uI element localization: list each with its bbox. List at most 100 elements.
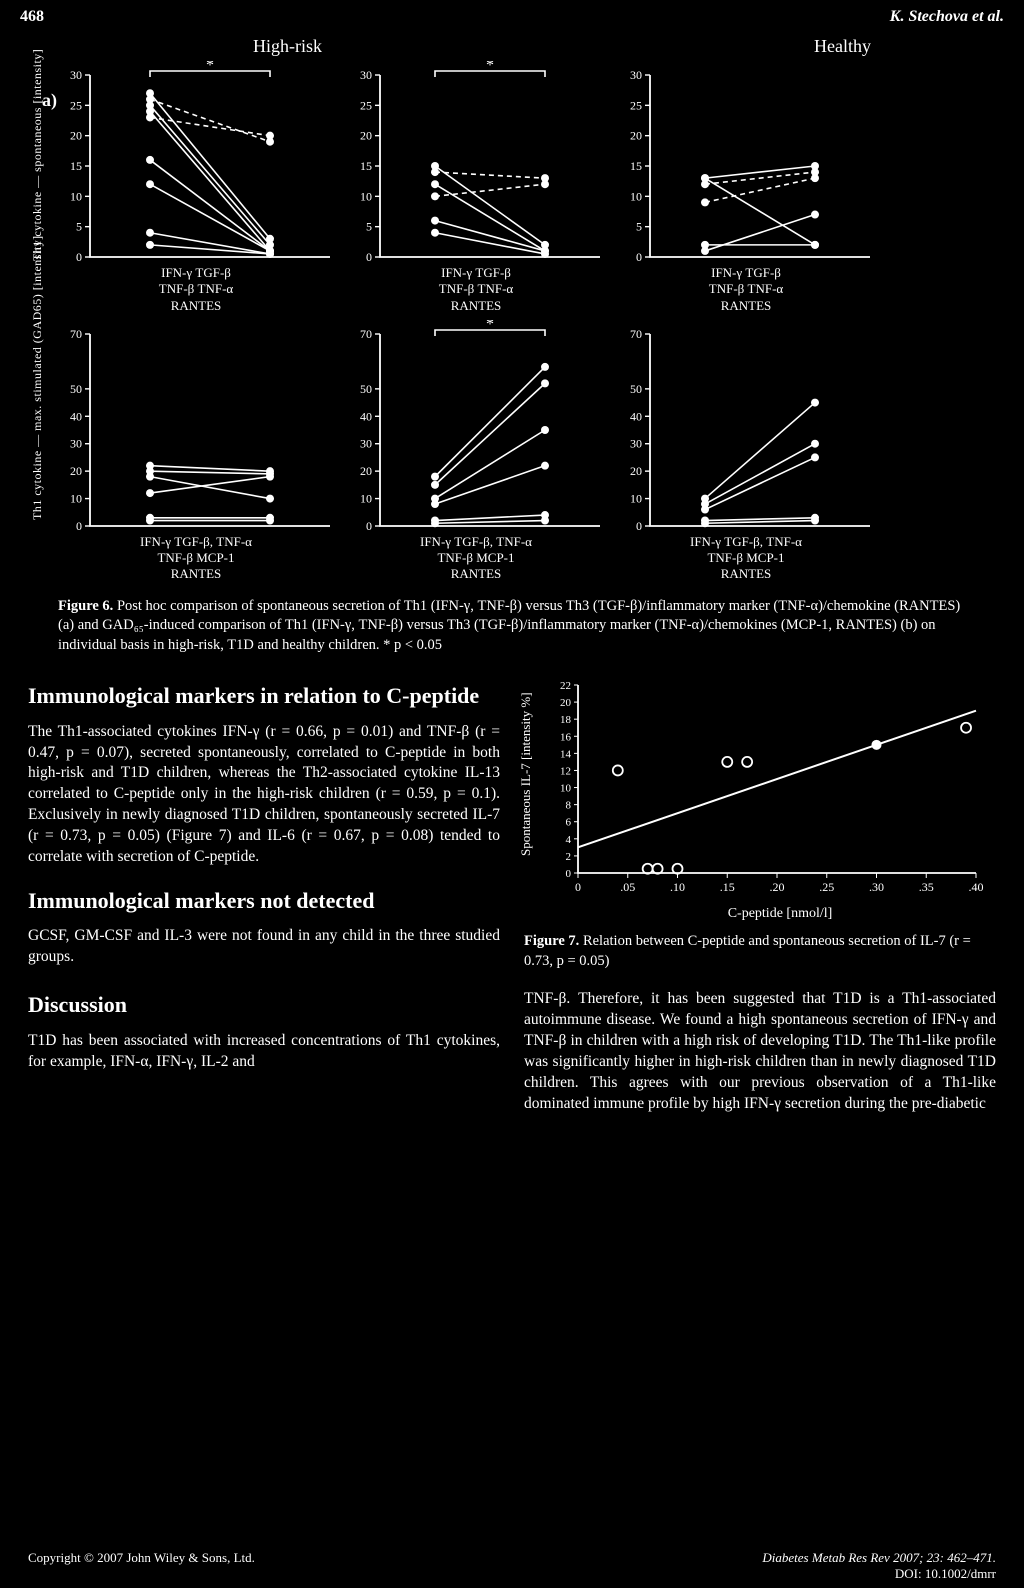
svg-text:0: 0 [76,250,82,261]
two-column-region: Immunological markers in relation to C-p… [0,659,1024,1125]
svg-text:30: 30 [70,436,82,450]
svg-text:*: * [486,61,494,74]
svg-text:50: 50 [630,382,642,396]
svg-text:30: 30 [630,436,642,450]
svg-text:15: 15 [70,159,82,173]
svg-text:.15: .15 [720,880,735,894]
svg-text:20: 20 [630,464,642,478]
svg-text:15: 15 [630,159,642,173]
running-authors: K. Stechova et al. [890,8,1004,26]
figure6-caption: Figure 6. Post hoc comparison of spontan… [30,589,994,660]
figure7-plot: 02468101214161820220.05.10.15.20.25.30.3… [544,679,984,899]
svg-text:30: 30 [360,436,372,450]
svg-text:40: 40 [630,409,642,423]
svg-text:20: 20 [360,129,372,143]
page-header: 468 K. Stechova et al. [0,0,1024,26]
svg-text:0: 0 [636,250,642,261]
figure6-rowB-panels: 0102030405070IFN-γ TGF-β, TNF-α TNF-β MC… [56,320,876,583]
svg-text:0: 0 [76,519,82,530]
svg-text:20: 20 [630,129,642,143]
svg-text:10: 10 [630,189,642,203]
svg-text:20: 20 [70,464,82,478]
svg-text:5: 5 [366,220,372,234]
svg-text:8: 8 [566,800,572,812]
figure6-panel-titles: High-risk Healthy [30,36,994,57]
svg-text:20: 20 [560,697,572,709]
svg-text:50: 50 [360,382,372,396]
page-footer: Copyright © 2007 John Wiley & Sons, Ltd.… [0,1550,1024,1582]
svg-text:25: 25 [630,98,642,112]
figure7-caption: Figure 7. Relation between C-peptide and… [524,932,996,971]
panel-title-highrisk: High-risk [253,36,322,57]
svg-text:10: 10 [360,189,372,203]
svg-text:14: 14 [560,749,572,761]
svg-text:2: 2 [566,851,572,863]
figure6-row-b: Th1 cytokine — max. stimulated (GAD65) [… [30,320,994,583]
heading-immuno-relation: Immunological markers in relation to C-p… [28,683,500,709]
figure7-xlabel: C-peptide [nmol/l] [544,906,996,922]
svg-text:*: * [486,320,494,333]
svg-text:12: 12 [560,766,571,778]
svg-text:15: 15 [360,159,372,173]
svg-text:.10: .10 [670,880,685,894]
svg-text:70: 70 [360,327,372,341]
heading-discussion: Discussion [28,992,500,1018]
para-discussion: T1D has been associated with increased c… [28,1031,500,1073]
svg-text:30: 30 [70,68,82,82]
copyright: Copyright © 2007 John Wiley & Sons, Ltd. [28,1550,255,1582]
figure6-caption-body: Post hoc comparison of spontaneous secre… [58,598,960,653]
svg-text:10: 10 [70,189,82,203]
svg-text:50: 50 [70,382,82,396]
page-number: 468 [20,8,44,26]
figure-6: High-risk Healthy a) Th1 cytokine — spon… [0,26,1024,659]
svg-text:16: 16 [560,731,572,743]
svg-text:5: 5 [636,220,642,234]
figure6-caption-lead: Figure 6. [58,598,113,614]
figure7-ylabel: Spontaneous IL-7 [intensity %] [518,679,534,869]
svg-text:10: 10 [70,491,82,505]
svg-text:25: 25 [360,98,372,112]
svg-text:18: 18 [560,714,572,726]
svg-text:4: 4 [566,834,572,846]
svg-text:5: 5 [76,220,82,234]
svg-text:*: * [206,61,214,74]
svg-text:0: 0 [366,519,372,530]
svg-text:0: 0 [366,250,372,261]
svg-text:10: 10 [630,491,642,505]
heading-not-detected: Immunological markers not detected [28,888,500,914]
svg-text:.05: .05 [620,880,635,894]
figure6-rowA-ylabel: Th1 cytokine — spontaneous [intensity] [30,61,56,261]
svg-text:.25: .25 [819,880,834,894]
para-immuno-relation: The Th1-associated cytokines IFN-γ (r = … [28,722,500,868]
svg-text:10: 10 [360,491,372,505]
svg-text:6: 6 [566,817,572,829]
figure6-rowA-panels: 051015202530*IFN-γ TGF-β TNF-β TNF-α RAN… [56,61,876,314]
right-column: Spontaneous IL-7 [intensity %] 024681012… [524,675,996,1125]
svg-text:.20: .20 [770,880,785,894]
svg-text:.30: .30 [869,880,884,894]
svg-text:0: 0 [575,880,581,894]
svg-text:30: 30 [360,68,372,82]
doi-line: DOI: 10.1002/dmrr [895,1566,996,1581]
svg-text:22: 22 [560,680,571,692]
figure6-row-a: Th1 cytokine — spontaneous [intensity] 0… [30,61,994,314]
figure7-caption-body: Relation between C-peptide and spontaneo… [524,933,971,969]
journal-ref: Diabetes Metab Res Rev 2007; 23: 462–471… [762,1550,996,1582]
journal-line1: Diabetes Metab Res Rev 2007; 23: 462–471… [762,1550,996,1565]
figure-7: Spontaneous IL-7 [intensity %] 024681012… [524,679,996,922]
svg-text:25: 25 [70,98,82,112]
svg-text:0: 0 [636,519,642,530]
svg-text:40: 40 [360,409,372,423]
para-not-detected: GCSF, GM-CSF and IL-3 were not found in … [28,926,500,968]
svg-text:40: 40 [70,409,82,423]
svg-text:70: 70 [70,327,82,341]
svg-text:70: 70 [630,327,642,341]
svg-text:0: 0 [566,868,572,880]
figure7-caption-lead: Figure 7. [524,933,579,949]
para-right-continuation: TNF-β. Therefore, it has been suggested … [524,989,996,1115]
left-column: Immunological markers in relation to C-p… [28,675,500,1125]
svg-text:30: 30 [630,68,642,82]
svg-text:.40: .40 [969,880,984,894]
figure6-rowB-ylabel: Th1 cytokine — max. stimulated (GAD65) [… [30,320,56,520]
svg-text:10: 10 [560,783,572,795]
